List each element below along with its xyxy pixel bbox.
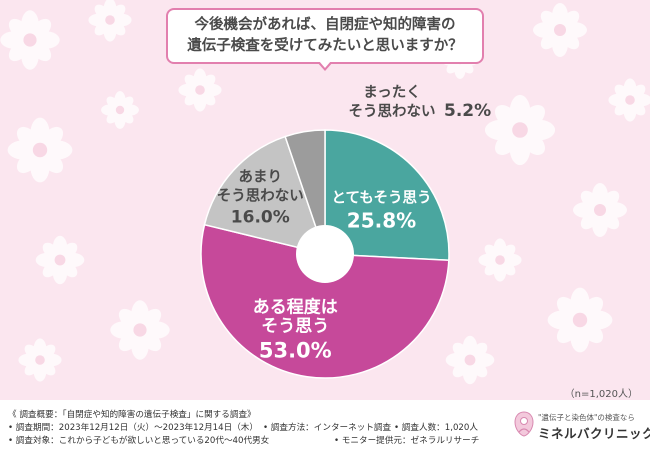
clinic-logo-icon (514, 411, 534, 437)
slice-value-very-much: 25.8% (347, 209, 416, 233)
footer: 《 調査概要：「自閉症や知的障害の遺伝子検査」に関する調査》 • 調査期間：20… (0, 400, 650, 450)
slice-label-not-at-all-line-2: そう思わない (349, 103, 436, 120)
brand-name: ミネルバクリニック (538, 426, 650, 441)
sample-size-label: （n=1,020人） (564, 389, 638, 400)
slice-label-very-much-line-1: とてもそう思う (331, 190, 431, 207)
slice-not-at-all (284, 129, 326, 255)
chart-title-line-1: 今後機会があれば、自閉症や知的障害の (194, 17, 456, 33)
slice-label-not-at-all-line-1: まったく (363, 84, 420, 101)
brand-tagline: "遺伝子と染色体"の検査なら (538, 413, 635, 422)
survey-count: • 調査人数：1,020人 (394, 423, 478, 433)
slice-very-much (324, 129, 450, 262)
slice-label-somewhat-line-1: ある程度は (253, 297, 338, 318)
slice-value-not-at-all: 5.2% (444, 101, 491, 121)
slice-value-somewhat: 53.0% (259, 339, 332, 363)
donut-chart: とてもそう思う25.8%ある程度はそう思う53.0%あまりそう思わない16.0%… (200, 84, 491, 379)
survey-period: • 調査期間：2023年12月12日（火）～2023年12月14日（木） (8, 423, 258, 433)
slice-label-not-really-line-2: そう思わない (217, 188, 304, 205)
title-tail-inner (319, 61, 331, 68)
survey-provider: • モニター提供元：ゼネラルリサーチ (334, 436, 480, 446)
survey-target: • 調査対象：これから子どもが欲しいと思っている20代～40代男女 (8, 436, 270, 446)
slice-label-somewhat-line-2: そう思う (261, 317, 329, 337)
chart-title: 今後機会があれば、自閉症や知的障害の 遺伝子検査を受けてみたいと思いますか？ (166, 8, 484, 64)
donut-hole (296, 225, 354, 283)
chart-title-line-2: 遺伝子検査を受けてみたいと思いますか？ (187, 38, 463, 54)
slice-somewhat (200, 223, 450, 379)
slice-label-not-really-line-1: あまり (239, 169, 283, 186)
slice-value-not-really: 16.0% (231, 208, 290, 228)
survey-overview: 《 調査概要：「自閉症や知的障害の遺伝子検査」に関する調査》 (8, 410, 256, 420)
survey-method: • 調査方法：インターネット調査 (263, 423, 392, 433)
